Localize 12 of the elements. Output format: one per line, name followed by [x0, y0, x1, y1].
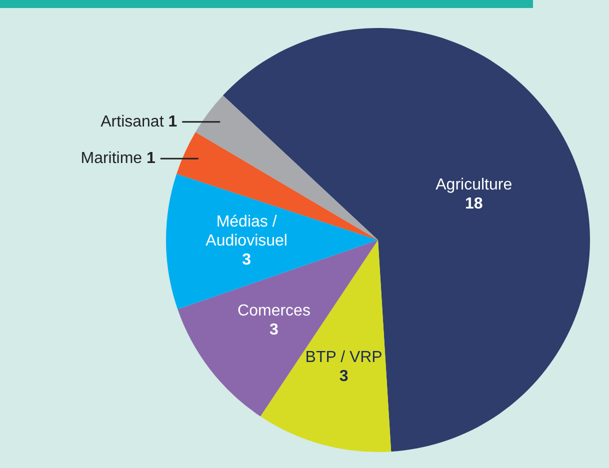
- slice-label: BTP / VRP: [305, 348, 382, 366]
- slice-label: Maritime: [80, 150, 147, 168]
- data-label: 1: [146, 150, 156, 168]
- slice-label: Agriculture: [436, 176, 512, 194]
- slice-label: Comerces: [238, 302, 310, 320]
- slice-label: Médias / Audiovisuel: [206, 213, 288, 250]
- data-label: 3: [270, 321, 279, 338]
- data-label: 1: [168, 113, 178, 130]
- data-label: 18: [464, 196, 483, 213]
- data-label: 3: [242, 251, 252, 268]
- slice-label: Artisanat: [100, 113, 168, 130]
- data-label: 3: [339, 368, 348, 385]
